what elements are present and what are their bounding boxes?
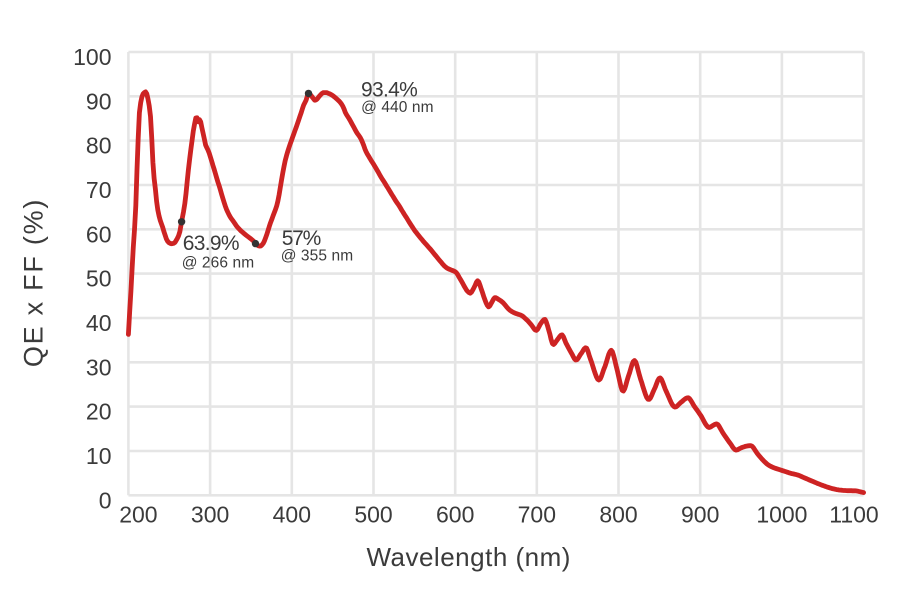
svg-text:100: 100 <box>73 44 111 70</box>
svg-text:@ 266 nm: @ 266 nm <box>182 255 255 272</box>
svg-text:600: 600 <box>436 502 474 528</box>
svg-text:93.4%: 93.4% <box>361 78 417 101</box>
svg-text:10: 10 <box>86 443 112 469</box>
svg-text:800: 800 <box>599 502 637 528</box>
svg-text:@ 440 nm: @ 440 nm <box>361 99 434 116</box>
svg-text:0: 0 <box>99 487 112 513</box>
svg-text:63.9%: 63.9% <box>183 232 239 255</box>
svg-text:QE x FF (%): QE x FF (%) <box>19 198 49 367</box>
svg-text:90: 90 <box>86 88 112 114</box>
svg-text:400: 400 <box>273 502 311 528</box>
svg-text:300: 300 <box>191 502 229 528</box>
svg-text:57%: 57% <box>282 227 321 250</box>
svg-text:Wavelength (nm): Wavelength (nm) <box>366 542 571 572</box>
svg-text:900: 900 <box>681 502 719 528</box>
svg-text:30: 30 <box>86 354 112 380</box>
svg-text:70: 70 <box>86 177 112 203</box>
svg-text:@ 355 nm: @ 355 nm <box>281 248 354 265</box>
svg-text:40: 40 <box>86 310 112 336</box>
svg-text:1100: 1100 <box>829 502 878 528</box>
svg-text:200: 200 <box>119 502 157 528</box>
svg-text:500: 500 <box>354 502 392 528</box>
svg-text:60: 60 <box>86 221 112 247</box>
svg-text:80: 80 <box>86 133 112 159</box>
svg-text:700: 700 <box>518 502 556 528</box>
svg-text:50: 50 <box>86 266 112 292</box>
svg-text:20: 20 <box>86 399 112 425</box>
svg-text:1000: 1000 <box>756 502 807 528</box>
